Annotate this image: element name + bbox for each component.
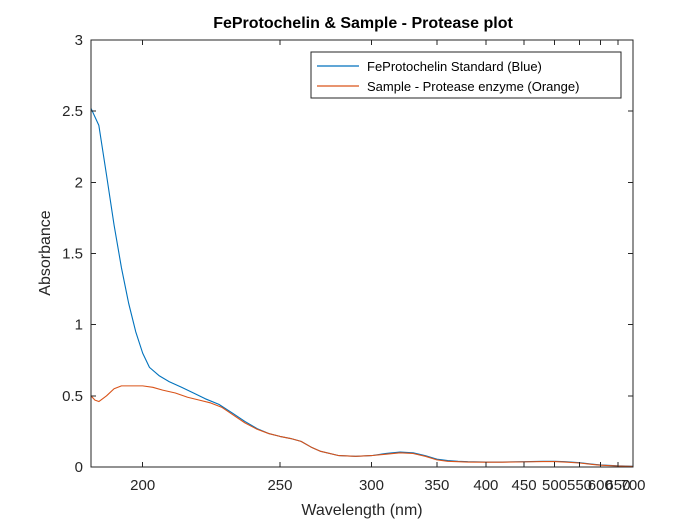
x-tick-label: 300 — [359, 477, 384, 494]
chart-title: FeProtochelin & Sample - Protease plot — [213, 15, 513, 32]
x-tick-label: 600 — [588, 477, 613, 494]
x-tick-label: 450 — [512, 477, 537, 494]
x-tick-label: 250 — [267, 477, 292, 494]
series-line-2 — [90, 385, 634, 467]
x-tick-label: 350 — [424, 477, 449, 494]
legend-box — [310, 51, 622, 99]
legend: FeProtochelin Standard (Blue) Sample - Pr… — [310, 51, 622, 99]
y-tick-label: 1.5 — [62, 246, 83, 263]
x-tick-label: 650 — [605, 477, 630, 494]
legend-label-1: FeProtochelin Standard (Blue) — [367, 59, 542, 74]
y-tick-label: 2.5 — [62, 103, 83, 120]
x-tick-label: 550 — [567, 477, 592, 494]
y-tick-label: 0 — [75, 459, 83, 476]
plot-area — [90, 40, 634, 467]
y-tick-label: 0.5 — [62, 388, 83, 405]
x-tick-label: 200 — [130, 477, 155, 494]
x-tick-label: 700 — [620, 477, 645, 494]
y-tick-label: 1 — [75, 317, 83, 334]
x-tick-label: 500 — [542, 477, 567, 494]
x-tick-label: 400 — [473, 477, 498, 494]
x-axis-title: Wavelength (nm) — [301, 502, 422, 519]
legend-label-2: Sample - Protease enzyme (Orange) — [367, 79, 579, 94]
y-axis-title: Absorbance — [37, 210, 54, 295]
y-tick-label: 2 — [75, 174, 83, 191]
plot-background — [91, 40, 633, 467]
tick-marks — [91, 39, 634, 468]
y-tick-label: 3 — [75, 32, 83, 49]
